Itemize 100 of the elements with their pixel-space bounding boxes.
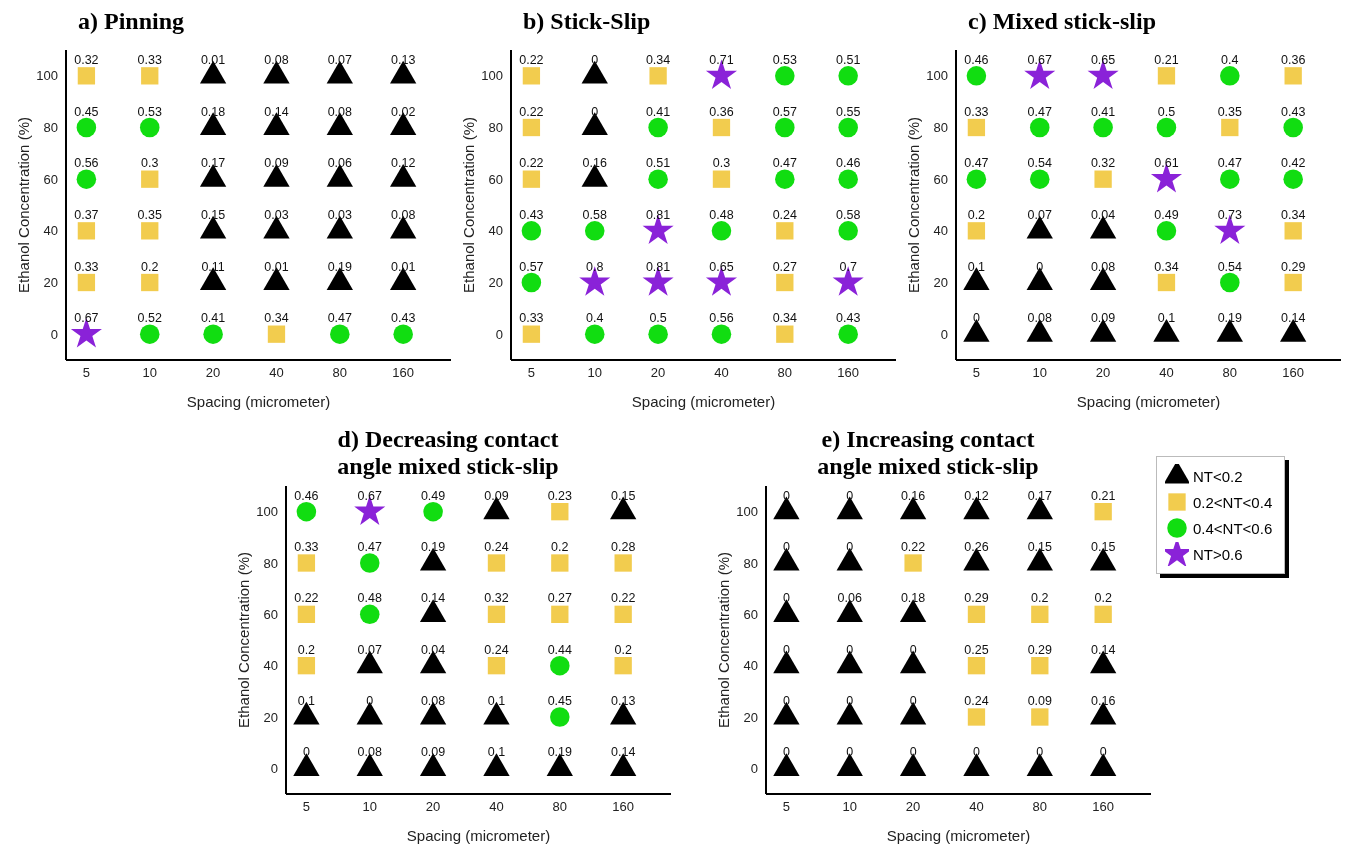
y-tick-label: 0 <box>270 760 278 776</box>
annotation: 0.03 <box>264 207 289 222</box>
annotation: 0.18 <box>200 104 226 119</box>
x-axis-title: Spacing (micrometer) <box>886 826 1031 844</box>
annotation: 0.08 <box>357 745 382 760</box>
annotation: 0.22 <box>519 104 544 119</box>
annotation: 0.43 <box>1281 104 1306 119</box>
annotation: 0.3 <box>712 156 731 171</box>
annotation: 0.45 <box>74 104 99 119</box>
annotation: 0.33 <box>74 259 99 274</box>
y-tick-label: 20 <box>743 709 758 725</box>
x-axis-title: Spacing (micrometer) <box>631 392 776 410</box>
chart-title: e) Increasing contact angle mixed stick-slip <box>816 426 1040 481</box>
x-tick-label: 20 <box>905 799 921 815</box>
annotation: 0.51 <box>836 52 861 67</box>
annotation: 0.24 <box>772 207 798 222</box>
annotation: 0.34 <box>645 52 671 67</box>
annotation: 0.26 <box>964 540 989 554</box>
annotation: 0 <box>366 694 374 708</box>
annotation: 0.1 <box>487 694 506 708</box>
annotation: 0.47 <box>1027 104 1052 119</box>
y-tick-label: 100 <box>736 504 758 520</box>
annotation: 0.2 <box>1031 591 1049 606</box>
annotation: 0 <box>1036 745 1044 760</box>
annotation: 0.08 <box>420 694 446 708</box>
y-axis-title: Ethanol Concentration (%) <box>460 117 478 293</box>
legend-label: 0.4<NT<0.6 <box>1193 519 1273 537</box>
annotation: 0.2 <box>614 642 632 657</box>
annotation: 0.7 <box>839 259 857 274</box>
y-tick-label: 60 <box>43 171 58 187</box>
annotation: 0.29 <box>1027 642 1053 657</box>
annotation: 0 <box>846 642 854 657</box>
y-axis-title: Ethanol Concentration (%) <box>235 552 253 728</box>
annotation: 0.01 <box>391 259 416 274</box>
annotation: 0.4 <box>586 311 604 326</box>
y-tick-label: 40 <box>743 658 758 674</box>
x-tick-label: 10 <box>1032 365 1047 381</box>
annotation: 0.34 <box>264 311 289 326</box>
annotation: 0.57 <box>519 259 544 274</box>
y-axis-title: Ethanol Concentration (%) <box>905 117 923 293</box>
annotation: 0.8 <box>586 259 604 274</box>
annotation: 0.1 <box>1157 311 1176 326</box>
annotation: 0.03 <box>327 207 353 222</box>
annotation: 0.81 <box>645 207 671 222</box>
annotation: 0.3 <box>141 156 159 171</box>
x-tick-label: 80 <box>777 365 793 381</box>
x-tick-label: 40 <box>969 799 984 815</box>
legend-label: NT<0.2 <box>1193 467 1243 485</box>
x-tick-label: 20 <box>425 799 441 815</box>
y-tick-label: 100 <box>256 504 278 520</box>
annotation: 0 <box>846 694 854 708</box>
annotation: 0.55 <box>836 104 861 119</box>
annotation: 0.02 <box>391 104 416 119</box>
annotation: 0.13 <box>611 694 636 708</box>
annotation: 0.32 <box>484 591 509 606</box>
annotation: 0.48 <box>357 591 382 606</box>
annotation: 0.14 <box>1281 311 1306 326</box>
annotation: 0.58 <box>836 207 861 222</box>
annotation: 0.19 <box>420 540 446 554</box>
x-tick-label: 80 <box>1222 365 1238 381</box>
annotation: 0.43 <box>391 311 416 326</box>
legend-label: 0.2<NT<0.4 <box>1193 493 1273 511</box>
annotation: 0.49 <box>1154 207 1179 222</box>
y-tick-label: 80 <box>263 555 278 571</box>
annotation: 0.27 <box>772 259 798 274</box>
annotation: 0 <box>782 642 790 657</box>
annotation: 0.15 <box>1027 540 1053 554</box>
annotation: 0.15 <box>611 488 636 503</box>
annotation: 0.01 <box>200 52 226 67</box>
y-tick-label: 40 <box>488 223 503 239</box>
annotation: 0.04 <box>420 642 446 657</box>
x-tick-label: 5 <box>82 365 91 381</box>
annotation: 0.2 <box>551 540 569 554</box>
annotation: 0.32 <box>74 52 99 67</box>
annotation: 0.47 <box>964 156 989 171</box>
annotation: 0.28 <box>611 540 636 554</box>
x-tick-label: 20 <box>205 365 221 381</box>
x-tick-label: 20 <box>1095 365 1111 381</box>
y-tick-label: 20 <box>488 275 503 291</box>
annotation: 0.46 <box>964 52 989 67</box>
x-tick-label: 160 <box>1282 365 1305 381</box>
x-axis-title: Spacing (micrometer) <box>406 826 551 844</box>
annotation: 0.15 <box>200 207 226 222</box>
annotation: 0.14 <box>1091 642 1116 657</box>
x-tick-label: 160 <box>1092 799 1115 815</box>
annotation: 0.51 <box>645 156 671 171</box>
annotation: 0.16 <box>900 488 926 503</box>
annotation: 0.22 <box>611 591 636 606</box>
annotation: 0.36 <box>1281 52 1306 67</box>
x-tick-label: 5 <box>972 365 981 381</box>
annotation: 0.08 <box>264 52 289 67</box>
annotation: 0.29 <box>1281 259 1306 274</box>
annotation: 0.09 <box>1090 311 1116 326</box>
x-tick-label: 80 <box>552 799 568 815</box>
annotation: 0.44 <box>547 642 573 657</box>
annotation: 0.22 <box>900 540 926 554</box>
annotation: 0.29 <box>964 591 989 606</box>
x-tick-label: 5 <box>782 799 791 815</box>
annotation: 0 <box>846 745 854 760</box>
annotation: 0.12 <box>391 156 416 171</box>
